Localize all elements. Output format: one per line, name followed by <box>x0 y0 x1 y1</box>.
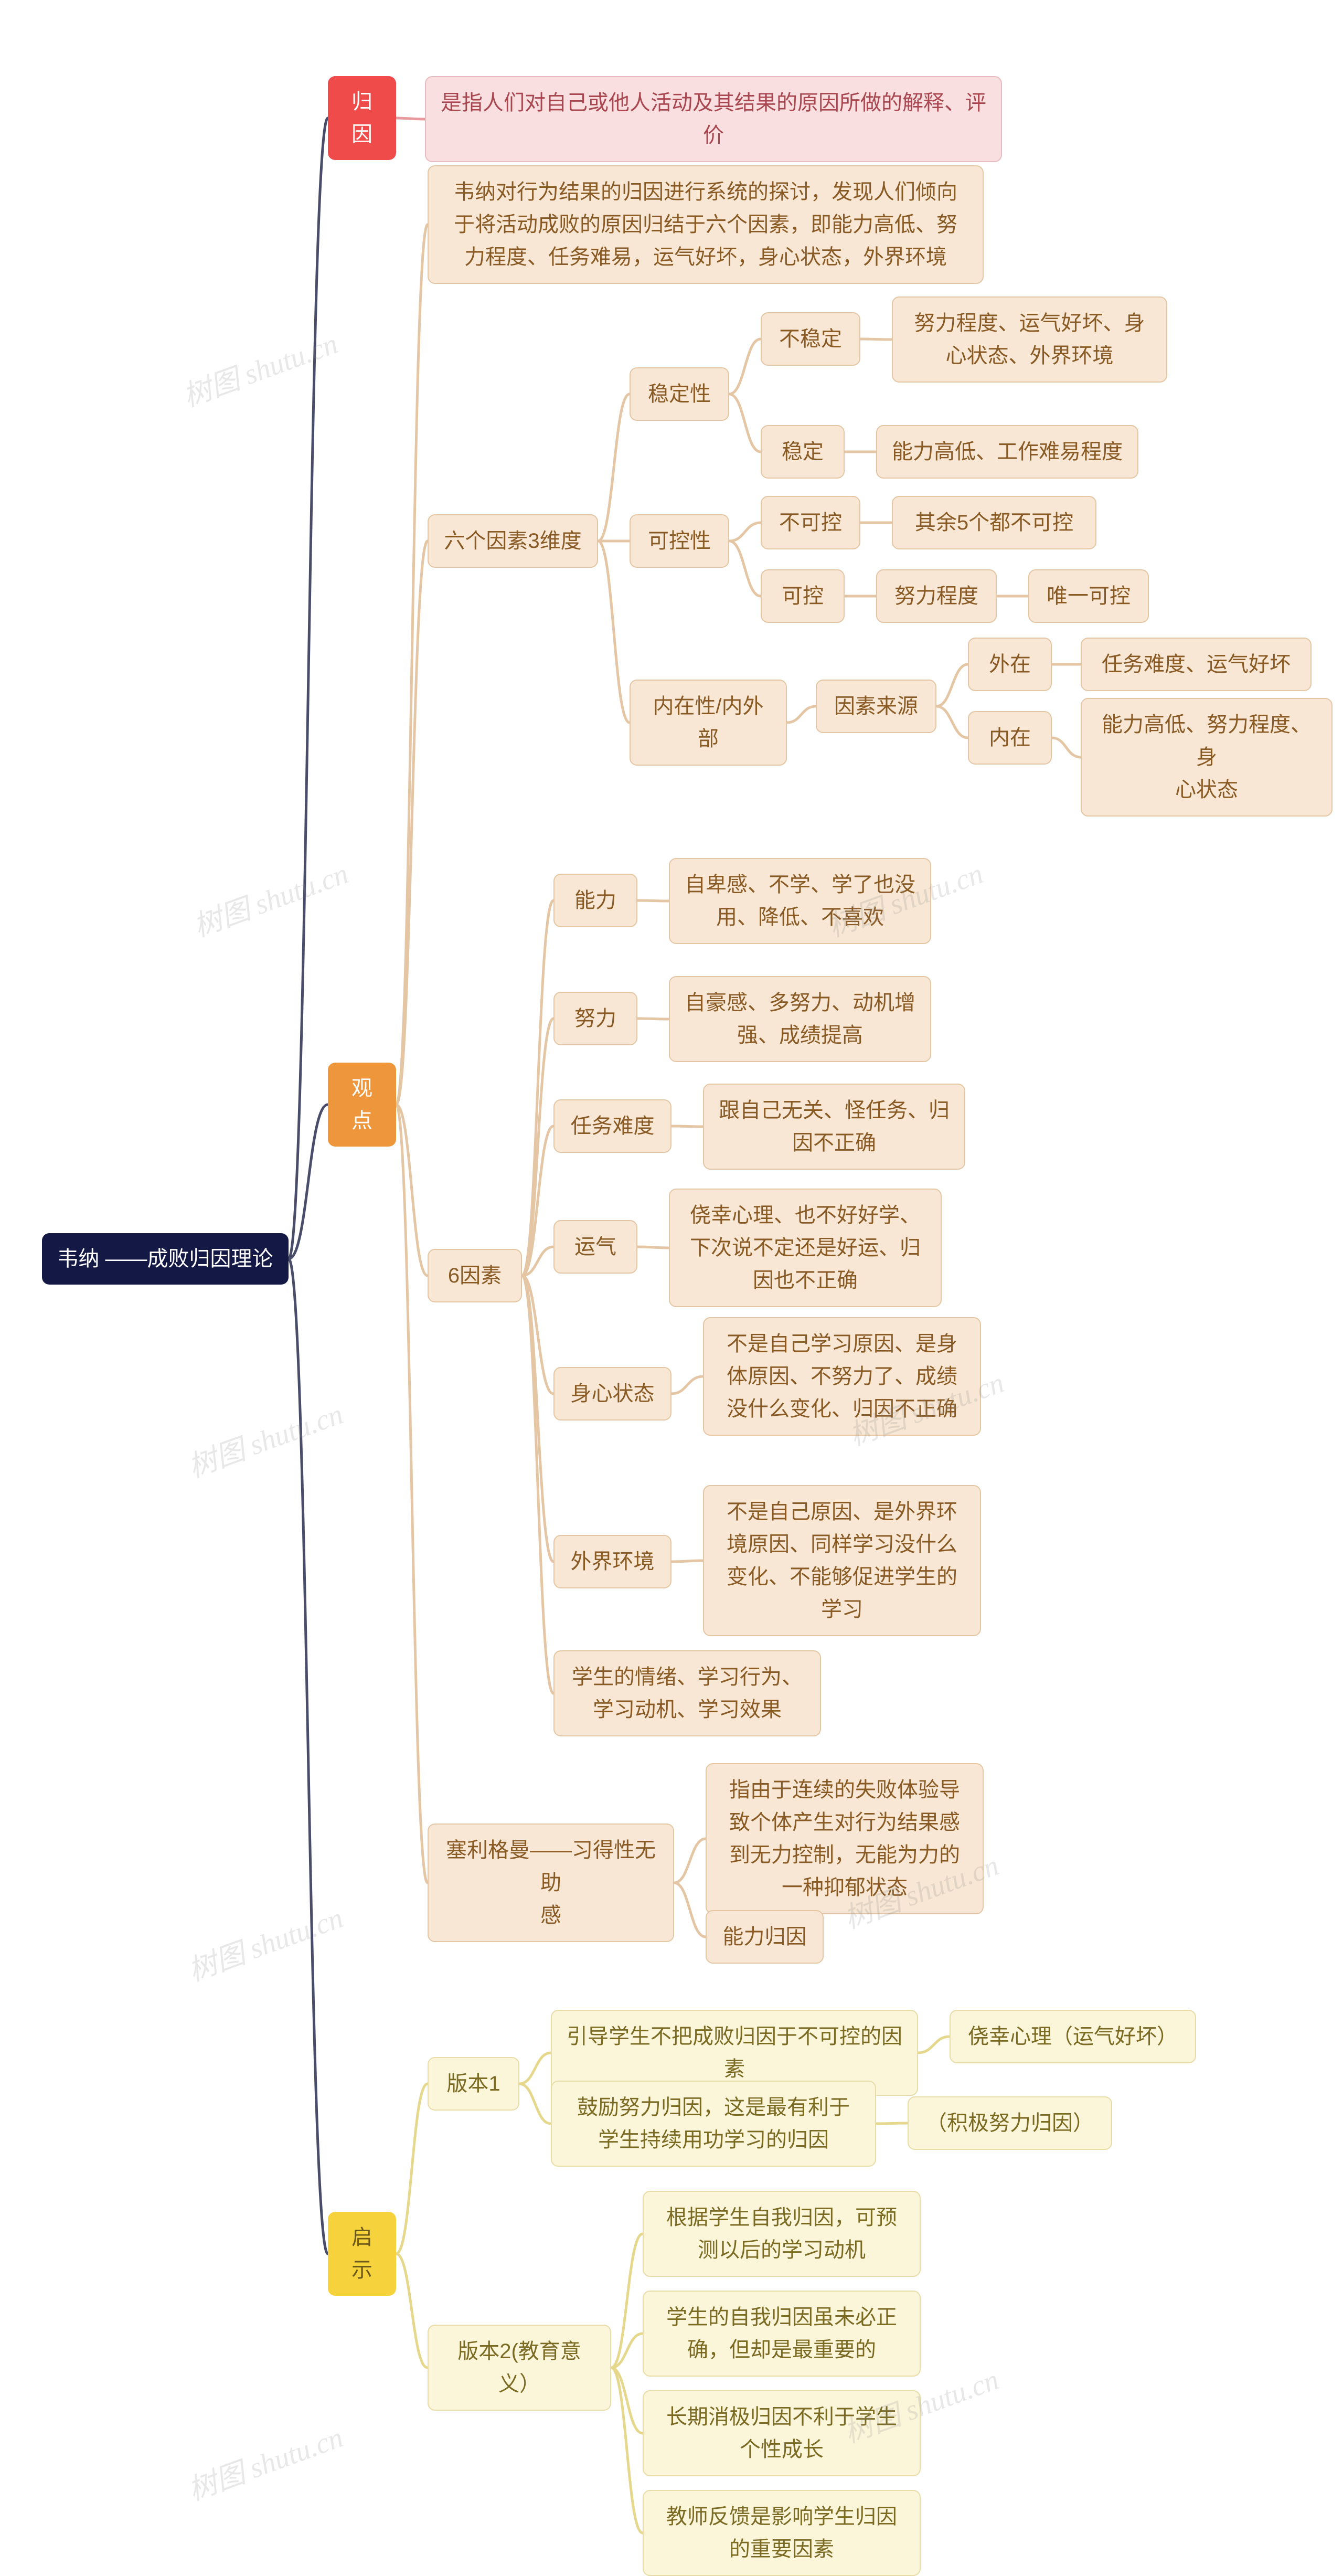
connector <box>729 541 761 596</box>
connector <box>396 541 428 1105</box>
node-b3v1a_d: 侥幸心理（运气好坏） <box>950 2010 1196 2063</box>
connector <box>611 2234 643 2368</box>
node-b2n2b1d: 其余5个都不可控 <box>892 496 1096 549</box>
node-b2n4b: 能力归因 <box>706 1910 824 1964</box>
node-b3v1: 版本1 <box>428 2057 519 2111</box>
node-b2n3e: 身心状态 <box>553 1367 672 1420</box>
connector <box>860 339 892 340</box>
connector <box>289 1259 328 2254</box>
node-b2n2c1: 外在 <box>968 638 1052 691</box>
node-b3v1b_d: （积极努力归因） <box>908 2096 1112 2150</box>
node-b2n2a2d: 能力高低、工作难易程度 <box>876 425 1138 479</box>
node-b2n2a1d: 努力程度、运气好坏、身 心状态、外界环境 <box>892 296 1167 383</box>
node-b2n3ad: 自卑感、不学、学了也没 用、降低、不喜欢 <box>669 858 931 944</box>
connector <box>598 541 630 723</box>
node-b2n3b: 努力 <box>553 992 637 1045</box>
connector <box>672 1376 703 1394</box>
node-b2n2b: 可控性 <box>630 514 729 568</box>
connector <box>519 2053 551 2084</box>
node-b2n2a: 稳定性 <box>630 367 729 421</box>
connector <box>522 1247 553 1276</box>
node-b2n2c2: 内在 <box>968 711 1052 765</box>
connector <box>289 1105 328 1259</box>
connector <box>876 2123 908 2124</box>
connector <box>396 225 428 1105</box>
connector <box>522 1126 553 1276</box>
watermark: 树图 shutu.cn <box>182 1894 348 1989</box>
node-b2n2c1d: 任务难度、运气好坏 <box>1081 638 1312 691</box>
node-b2n3: 6因素 <box>428 1249 522 1302</box>
node-b2n1: 韦纳对行为结果的归因进行系统的探讨，发现人们倾向 于将活动成败的原因归结于六个因… <box>428 165 984 284</box>
node-b2n3a: 能力 <box>553 874 637 927</box>
watermark: 树图 shutu.cn <box>182 2414 348 2509</box>
connector <box>611 2368 643 2533</box>
node-b2n3bd: 自豪感、多努力、动机增 强、成绩提高 <box>669 976 931 1062</box>
node-b1: 归因 <box>328 76 396 160</box>
connector <box>729 339 761 394</box>
node-b2n3dd: 侥幸心理、也不好好学、 下次说不定还是好运、归 因也不正确 <box>669 1189 942 1307</box>
node-b2n3g: 学生的情绪、学习行为、 学习动机、学习效果 <box>553 1650 821 1736</box>
connector <box>396 1105 428 1276</box>
node-b3v2a: 根据学生自我归因，可预 测以后的学习动机 <box>643 2191 921 2277</box>
node-b2n2: 六个因素3维度 <box>428 514 598 568</box>
connector <box>787 706 816 723</box>
connector <box>396 118 425 119</box>
node-b2n4: 塞利格曼——习得性无助 感 <box>428 1824 674 1942</box>
connector <box>729 523 761 541</box>
connector <box>918 2037 950 2053</box>
connector <box>674 1839 706 1883</box>
connector <box>396 2254 428 2368</box>
connector <box>522 1276 553 1394</box>
node-b2n3fd: 不是自己原因、是外界环 境原因、同样学习没什么 变化、不能够促进学生的 学习 <box>703 1485 981 1636</box>
connector <box>519 2084 551 2124</box>
connector <box>936 706 968 738</box>
connector <box>522 1276 553 1562</box>
connector <box>637 1247 669 1248</box>
connector <box>611 2368 643 2433</box>
node-b2n2c_m: 因素来源 <box>816 680 936 733</box>
watermark: 树图 shutu.cn <box>187 850 353 945</box>
node-b3v1b: 鼓励努力归因，这是最有利于 学生持续用功学习的归因 <box>551 2081 876 2167</box>
connector <box>729 394 761 452</box>
connector <box>396 1105 428 1883</box>
connector <box>674 1883 706 1937</box>
node-b2n3cd: 跟自己无关、怪任务、归 因不正确 <box>703 1084 965 1170</box>
connector <box>522 900 553 1276</box>
node-b2n2b1: 不可控 <box>761 496 860 549</box>
connector <box>637 900 669 901</box>
node-b2n2a2: 稳定 <box>761 425 845 479</box>
node-b2n2b2: 可控 <box>761 569 845 623</box>
connector <box>289 118 328 1259</box>
node-b2n3d: 运气 <box>553 1220 637 1274</box>
node-b3: 启示 <box>328 2212 396 2296</box>
node-b2n2b2d: 努力程度 <box>876 569 997 623</box>
connector <box>672 1126 703 1127</box>
node-b2n2a1: 不稳定 <box>761 312 860 366</box>
node-b2n2c2d: 能力高低、努力程度、身 心状态 <box>1081 698 1333 817</box>
node-b2n3c: 任务难度 <box>553 1099 672 1153</box>
node-b2n3f: 外界环境 <box>553 1535 672 1588</box>
node-b3v2b: 学生的自我归因虽未必正 确，但却是最重要的 <box>643 2291 921 2377</box>
node-b1d: 是指人们对自己或他人活动及其结果的原因所做的解释、评价 <box>425 76 1002 162</box>
node-root: 韦纳 ——成败归因理论 <box>42 1233 289 1285</box>
connector <box>611 2334 643 2368</box>
watermark: 树图 shutu.cn <box>182 1391 348 1486</box>
node-b2: 观点 <box>328 1063 396 1147</box>
connector <box>936 664 968 706</box>
node-b2n2b2e: 唯一可控 <box>1028 569 1149 623</box>
node-b2n3ed: 不是自己学习原因、是身 体原因、不努力了、成绩 没什么变化、归因不正确 <box>703 1317 981 1436</box>
connector <box>396 2084 428 2254</box>
connector <box>672 1561 703 1562</box>
connector <box>522 1019 553 1276</box>
node-b3v2c: 长期消极归因不利于学生 个性成长 <box>643 2390 921 2476</box>
node-b2n2c: 内在性/内外部 <box>630 680 787 766</box>
node-b3v2d: 教师反馈是影响学生归因 的重要因素 <box>643 2490 921 2576</box>
connector <box>522 1276 553 1693</box>
watermark: 树图 shutu.cn <box>176 320 343 415</box>
connector <box>1052 738 1081 757</box>
node-b3v2: 版本2(教育意义） <box>428 2325 611 2411</box>
node-b2n4a: 指由于连续的失败体验导 致个体产生对行为结果感 到无力控制，无能为力的 一种抑郁… <box>706 1763 984 1914</box>
connector <box>598 394 630 541</box>
